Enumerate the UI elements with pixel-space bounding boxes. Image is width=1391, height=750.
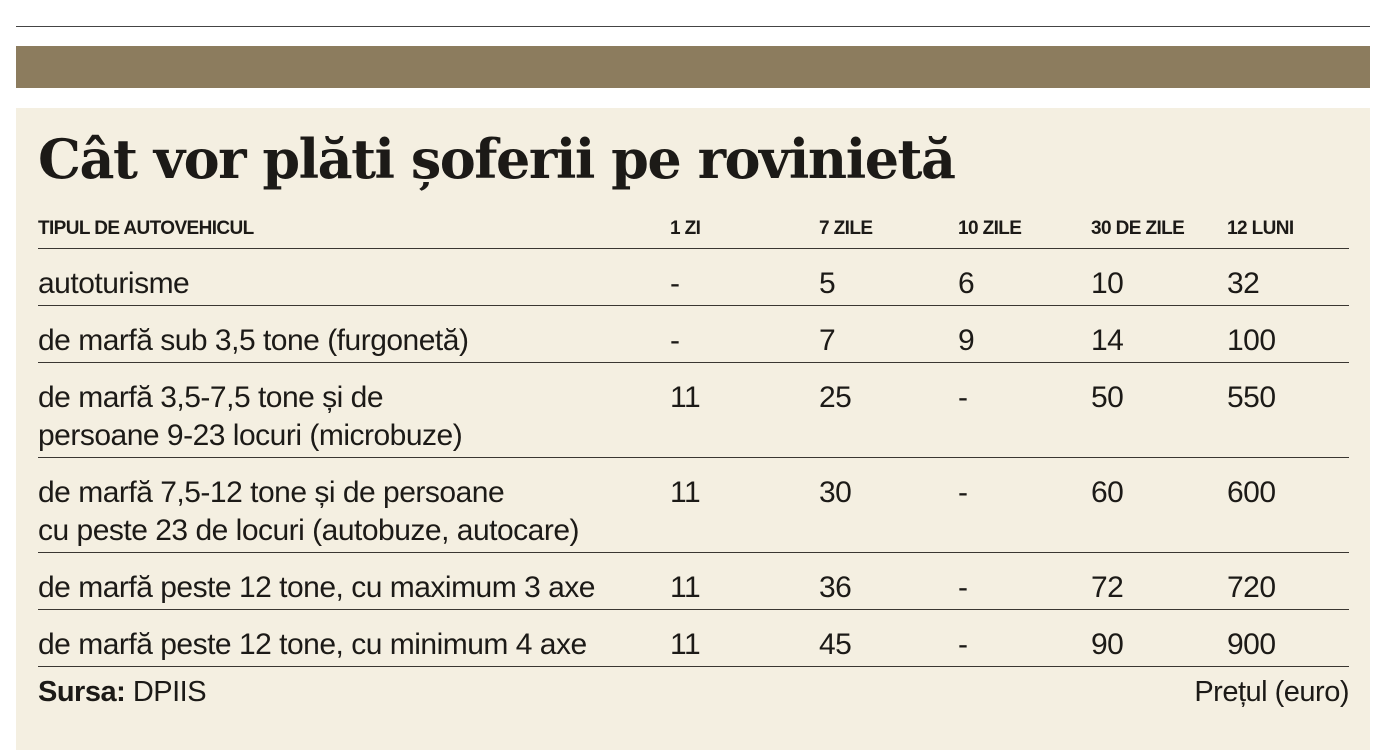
price-cell: 45 (819, 609, 958, 667)
price-cell: 720 (1227, 552, 1349, 610)
price-cell: 9 (958, 305, 1091, 363)
vehicle-type-cell: de marfă 7,5-12 tone și de persoane cu p… (38, 457, 670, 553)
infographic-title: Cât vor plăti șoferii pe rovinietă (38, 127, 956, 191)
price-cell: 900 (1227, 609, 1349, 667)
price-cell: 11 (670, 552, 819, 610)
col-header-1-day: 1 ZI (670, 210, 819, 249)
unit-note: Prețul (euro) (1194, 676, 1349, 708)
price-cell: - (958, 457, 1091, 553)
price-cell: 11 (670, 457, 819, 553)
table-row: autoturisme - 5 6 10 32 (38, 248, 1349, 306)
price-cell: 25 (819, 362, 958, 458)
table-row: de marfă peste 12 tone, cu minimum 4 axe… (38, 609, 1349, 667)
source-note: Sursa: DPIIS (38, 673, 207, 711)
price-cell: 72 (1091, 552, 1227, 610)
price-cell: 100 (1227, 305, 1349, 363)
header-band (16, 46, 1370, 88)
price-cell: 11 (670, 362, 819, 458)
price-cell: 14 (1091, 305, 1227, 363)
price-cell: - (958, 362, 1091, 458)
price-cell: - (958, 552, 1091, 610)
table-row: de marfă peste 12 tone, cu maximum 3 axe… (38, 552, 1349, 610)
price-cell: 30 (819, 457, 958, 553)
vehicle-type-cell: de marfă peste 12 tone, cu minimum 4 axe (38, 609, 670, 667)
price-cell: 6 (958, 248, 1091, 306)
col-header-30-days: 30 DE ZILE (1091, 210, 1227, 249)
source-label: Sursa: (38, 676, 126, 708)
table-row: de marfă sub 3,5 tone (furgonetă) - 7 9 … (38, 305, 1349, 363)
price-cell: 5 (819, 248, 958, 306)
price-cell: 50 (1091, 362, 1227, 458)
table-row: de marfă 7,5-12 tone și de persoane cu p… (38, 457, 1349, 553)
price-cell: 10 (1091, 248, 1227, 306)
price-cell: - (670, 305, 819, 363)
price-cell: 600 (1227, 457, 1349, 553)
price-cell: 32 (1227, 248, 1349, 306)
col-header-vehicle-type: TIPUL DE AUTOVEHICUL (38, 210, 670, 249)
price-cell: - (958, 609, 1091, 667)
price-cell: 90 (1091, 609, 1227, 667)
col-header-10-days: 10 ZILE (958, 210, 1091, 249)
col-header-12-months: 12 LUNI (1227, 210, 1349, 249)
col-header-7-days: 7 ZILE (819, 210, 958, 249)
vehicle-type-cell: de marfă sub 3,5 tone (furgonetă) (38, 305, 670, 363)
rovinieta-price-table: TIPUL DE AUTOVEHICUL 1 ZI 7 ZILE 10 ZILE… (38, 210, 1349, 667)
price-cell: 36 (819, 552, 958, 610)
vehicle-type-cell: de marfă 3,5-7,5 tone și de persoane 9-2… (38, 362, 670, 458)
price-cell: 11 (670, 609, 819, 667)
table-row: de marfă 3,5-7,5 tone și de persoane 9-2… (38, 362, 1349, 458)
price-cell: - (670, 248, 819, 306)
price-cell: 550 (1227, 362, 1349, 458)
vehicle-type-cell: de marfă peste 12 tone, cu maximum 3 axe (38, 552, 670, 610)
vehicle-type-cell: autoturisme (38, 248, 670, 306)
top-rule (16, 26, 1370, 27)
table-header-row: TIPUL DE AUTOVEHICUL 1 ZI 7 ZILE 10 ZILE… (38, 210, 1349, 249)
price-cell: 7 (819, 305, 958, 363)
source-value: DPIIS (125, 676, 207, 708)
price-cell: 60 (1091, 457, 1227, 553)
